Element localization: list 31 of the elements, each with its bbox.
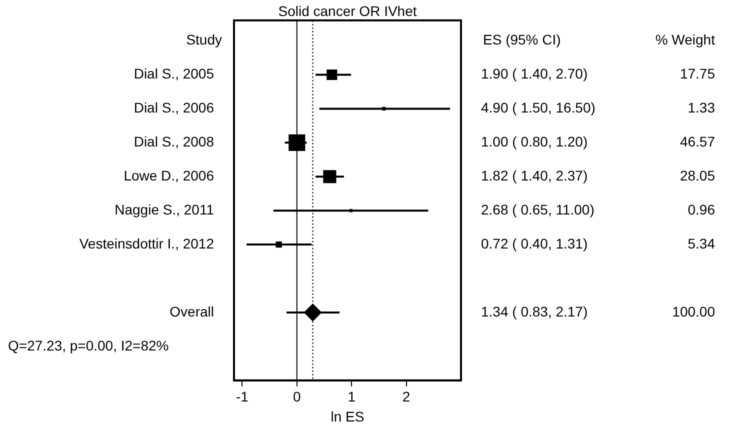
y-tick-label: Dial S., 2008	[134, 134, 214, 150]
text: Q=27.23, p=0.00, I2=82%	[8, 337, 169, 354]
x-tick-label: 1	[348, 388, 356, 405]
text: 1.33	[688, 100, 716, 116]
chart-title: Solid cancer OR IVhet	[278, 2, 417, 19]
x-tick-label: 2	[402, 388, 410, 405]
text: 0.72 ( 0.40, 1.31)	[481, 235, 588, 252]
y-tick-label: Vesteinsdottir I., 2012	[79, 235, 214, 252]
text: 2.68 ( 0.65, 11.00)	[481, 201, 594, 218]
x-axis-title: ln ES	[330, 408, 364, 424]
text: 28.05	[680, 167, 716, 184]
y-tick-label: Lowe D., 2006	[124, 167, 214, 184]
y-axis-title: Study	[186, 32, 222, 48]
y-tick-label: Overall	[170, 303, 214, 320]
text: ES (95% CI)	[483, 32, 561, 48]
text: 0.96	[688, 201, 716, 218]
text: 4.90 ( 1.50, 16.50)	[481, 100, 596, 116]
text: 46.57	[680, 134, 716, 150]
y-tick-label: Dial S., 2006	[134, 100, 214, 116]
y-tick-label: Naggie S., 2011	[114, 201, 214, 218]
x-tick-label: -1	[236, 388, 249, 405]
text: 100.00	[672, 303, 716, 320]
text: 1.34 ( 0.83, 2.17)	[481, 303, 588, 320]
text: 17.75	[680, 66, 716, 82]
text: 1.82 ( 1.40, 2.37)	[481, 167, 588, 184]
text: % Weight	[655, 32, 716, 48]
text: 5.34	[688, 235, 716, 252]
text: 1.00 ( 0.80, 1.20)	[481, 134, 588, 150]
text: 1.90 ( 1.40, 2.70)	[481, 66, 588, 82]
x-tick-label: 0	[293, 388, 302, 405]
y-tick-label: Dial S., 2005	[134, 66, 214, 82]
